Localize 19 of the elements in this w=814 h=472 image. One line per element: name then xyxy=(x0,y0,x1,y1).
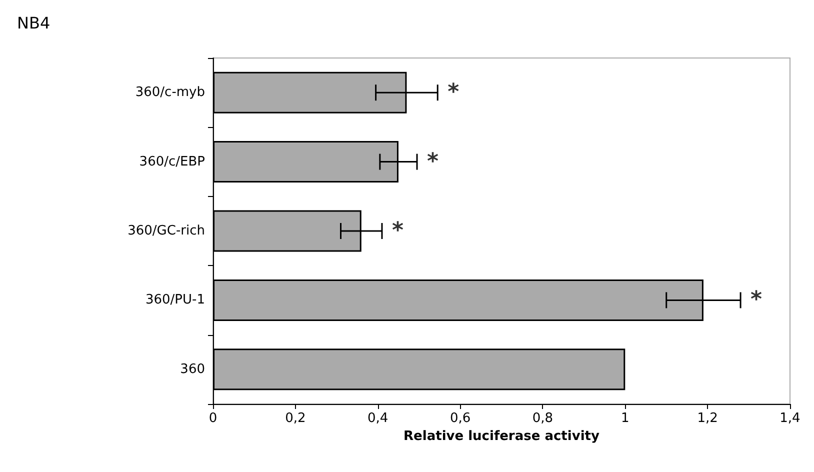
x-axis-title: Relative luciferase activity xyxy=(404,429,600,444)
annotation: * xyxy=(750,288,763,313)
x-tick-label: 0,2 xyxy=(285,411,306,426)
x-tick-label: 0,8 xyxy=(532,411,554,426)
y-tick-label: 360/PU-1 xyxy=(145,292,205,308)
x-tick-label: 1,4 xyxy=(780,411,800,426)
annotation: * xyxy=(392,218,404,244)
x-tick-label: 0,4 xyxy=(368,411,388,426)
x-tick-label: 1,2 xyxy=(697,411,718,426)
x-tick-label: 0 xyxy=(208,411,218,426)
y-tick-label: 360 xyxy=(180,362,205,377)
annotation: * xyxy=(427,149,440,174)
y-tick-label: 360/c-myb xyxy=(135,85,205,100)
text: NB4 xyxy=(17,14,50,32)
x-tick-label: 1 xyxy=(621,411,630,426)
annotation: * xyxy=(448,80,460,106)
y-tick-label: 360/GC-rich xyxy=(128,224,205,238)
y-tick-label: 360/c/EBP xyxy=(139,154,206,170)
x-tick-label: 0,6 xyxy=(450,411,471,426)
